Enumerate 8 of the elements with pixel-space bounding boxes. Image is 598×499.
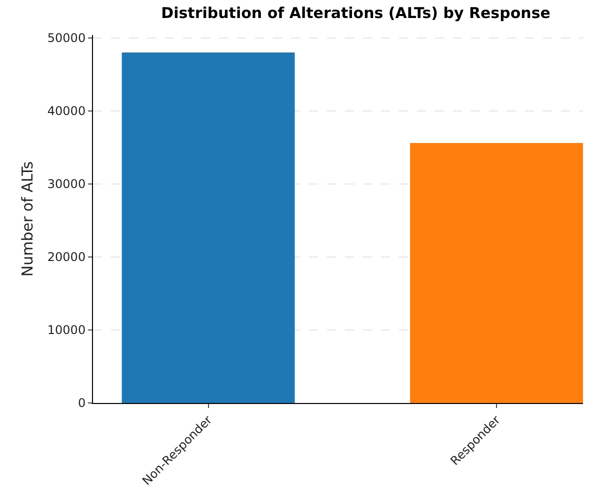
y-tick-label: 50000 — [47, 31, 86, 46]
y-tick-label: 30000 — [47, 177, 86, 192]
y-tick-label: 10000 — [47, 323, 86, 338]
chart-title: Distribution of Alterations (ALTs) by Response — [161, 4, 550, 22]
y-tick-label: 0 — [78, 396, 86, 410]
y-tick-label: 20000 — [47, 250, 86, 264]
y-axis-title: Number of ALTs — [18, 161, 37, 277]
y-tick-label: 40000 — [47, 104, 86, 118]
